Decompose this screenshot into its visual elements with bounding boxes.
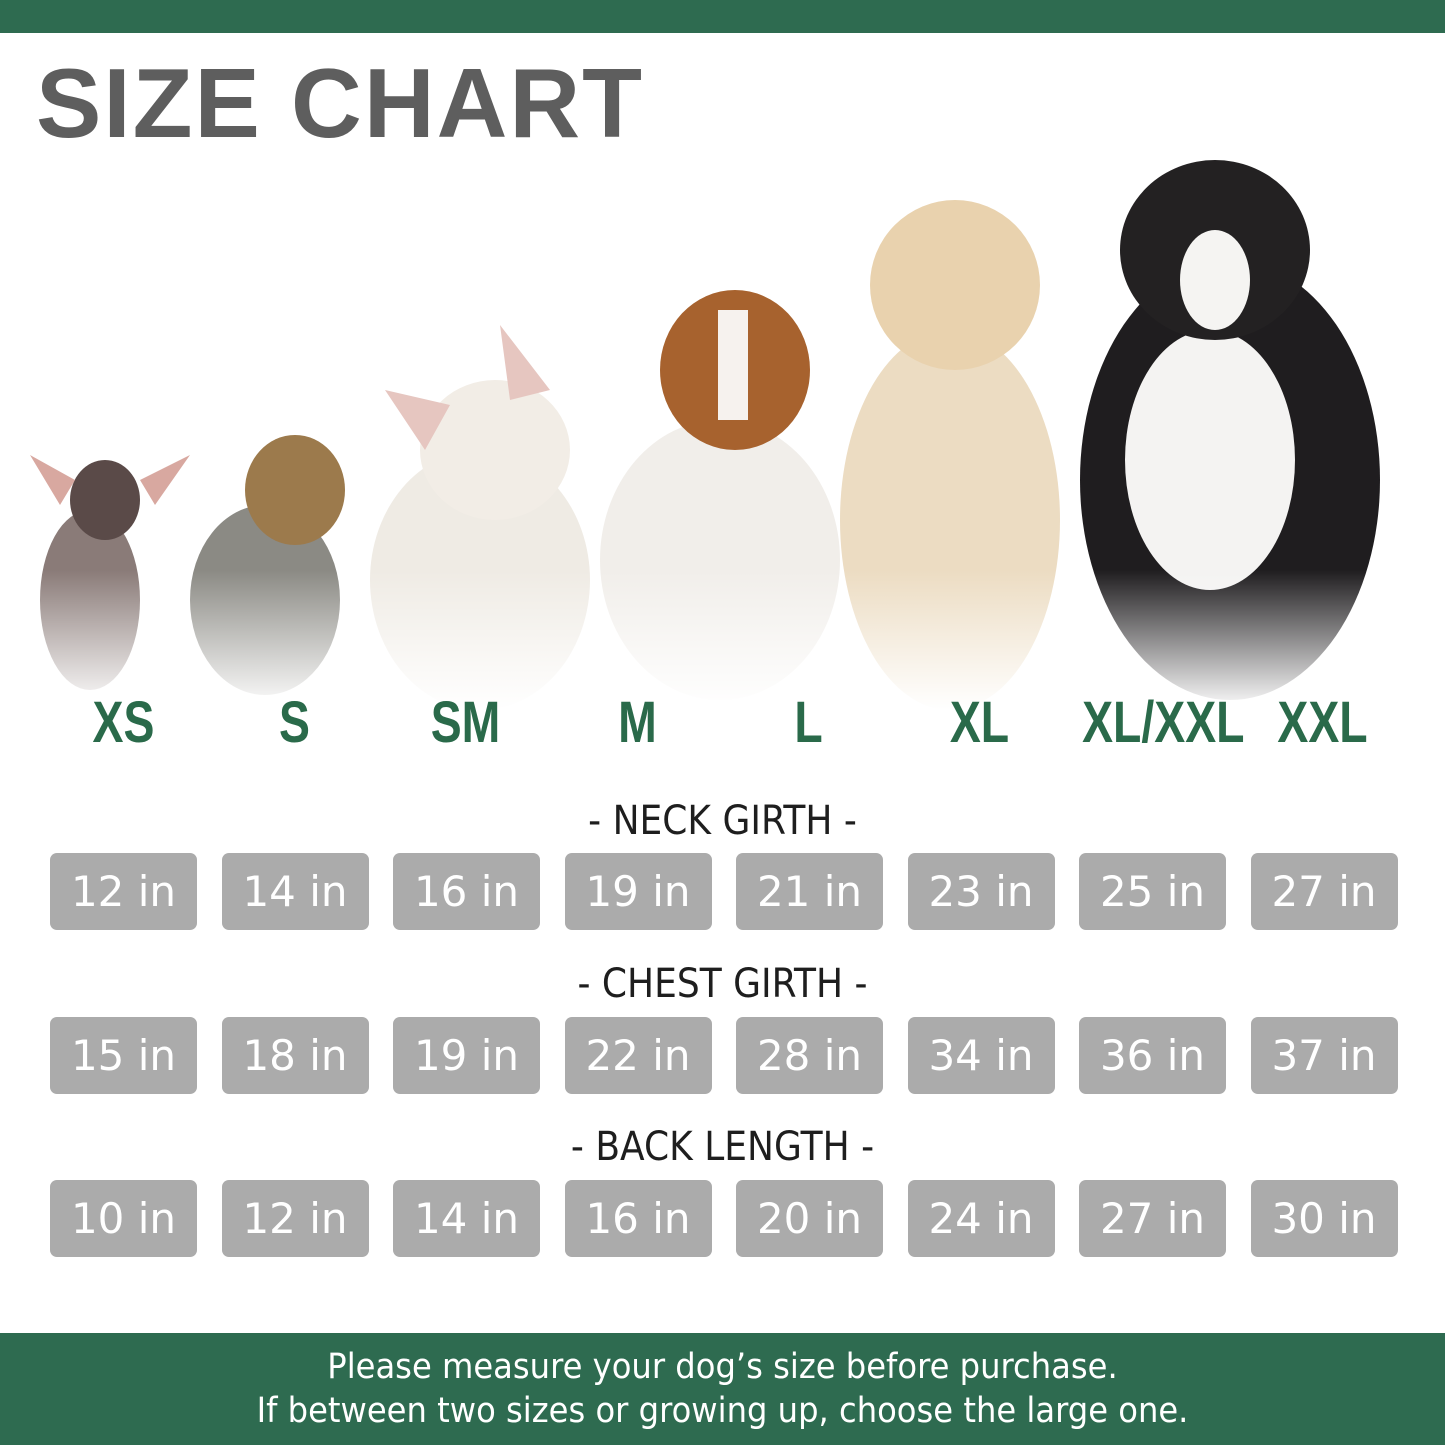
footer-line-1: Please measure your dog’s size before pu…	[327, 1347, 1118, 1387]
neck-girth-value: 27 in	[1250, 853, 1398, 930]
neck-girth-value: 21 in	[736, 853, 883, 930]
neck-girth-value: 19 in	[564, 853, 712, 930]
chest-girth-heading: - CHEST GIRTH -	[577, 961, 868, 1007]
chest-girth-value: 34 in	[907, 1017, 1055, 1094]
size-label-sm: SM	[430, 690, 501, 755]
chest-girth-value: 36 in	[1079, 1017, 1226, 1094]
chest-girth-value: 37 in	[1250, 1017, 1398, 1094]
size-label-s: S	[279, 690, 310, 755]
back-length-value: 24 in	[907, 1180, 1055, 1257]
footer-note: Please measure your dog’s size before pu…	[0, 1333, 1445, 1445]
size-label-xl-xxl: XL/XXL	[1082, 690, 1245, 755]
chest-girth-value: 28 in	[736, 1017, 883, 1094]
size-label-m: M	[618, 690, 657, 755]
neck-girth-heading: - NECK GIRTH -	[588, 798, 857, 844]
chest-girth-value: 15 in	[50, 1017, 197, 1094]
neck-girth-value: 14 in	[221, 853, 369, 930]
size-label-xxl: XXL	[1277, 690, 1368, 755]
back-length-value: 12 in	[221, 1180, 369, 1257]
back-length-heading: - BACK LENGTH -	[570, 1124, 875, 1170]
size-label-l: L	[794, 690, 823, 755]
chest-girth-value: 19 in	[393, 1017, 540, 1094]
top-bar	[0, 0, 1445, 33]
neck-girth-value: 25 in	[1079, 853, 1226, 930]
footer-line-2: If between two sizes or growing up, choo…	[256, 1391, 1189, 1431]
chest-girth-value: 18 in	[221, 1017, 369, 1094]
chest-girth-value: 22 in	[564, 1017, 712, 1094]
back-length-value: 10 in	[50, 1180, 197, 1257]
back-length-value: 30 in	[1250, 1180, 1398, 1257]
size-label-xs: XS	[92, 690, 155, 755]
back-length-value: 20 in	[736, 1180, 883, 1257]
dogs-photo	[0, 150, 1445, 710]
neck-girth-value: 23 in	[907, 853, 1055, 930]
page-title: SIZE CHART	[36, 48, 644, 158]
neck-girth-value: 16 in	[393, 853, 540, 930]
back-length-value: 14 in	[393, 1180, 540, 1257]
back-length-value: 27 in	[1079, 1180, 1226, 1257]
back-length-value: 16 in	[564, 1180, 712, 1257]
neck-girth-value: 12 in	[50, 853, 197, 930]
size-label-xl: XL	[949, 690, 1010, 755]
